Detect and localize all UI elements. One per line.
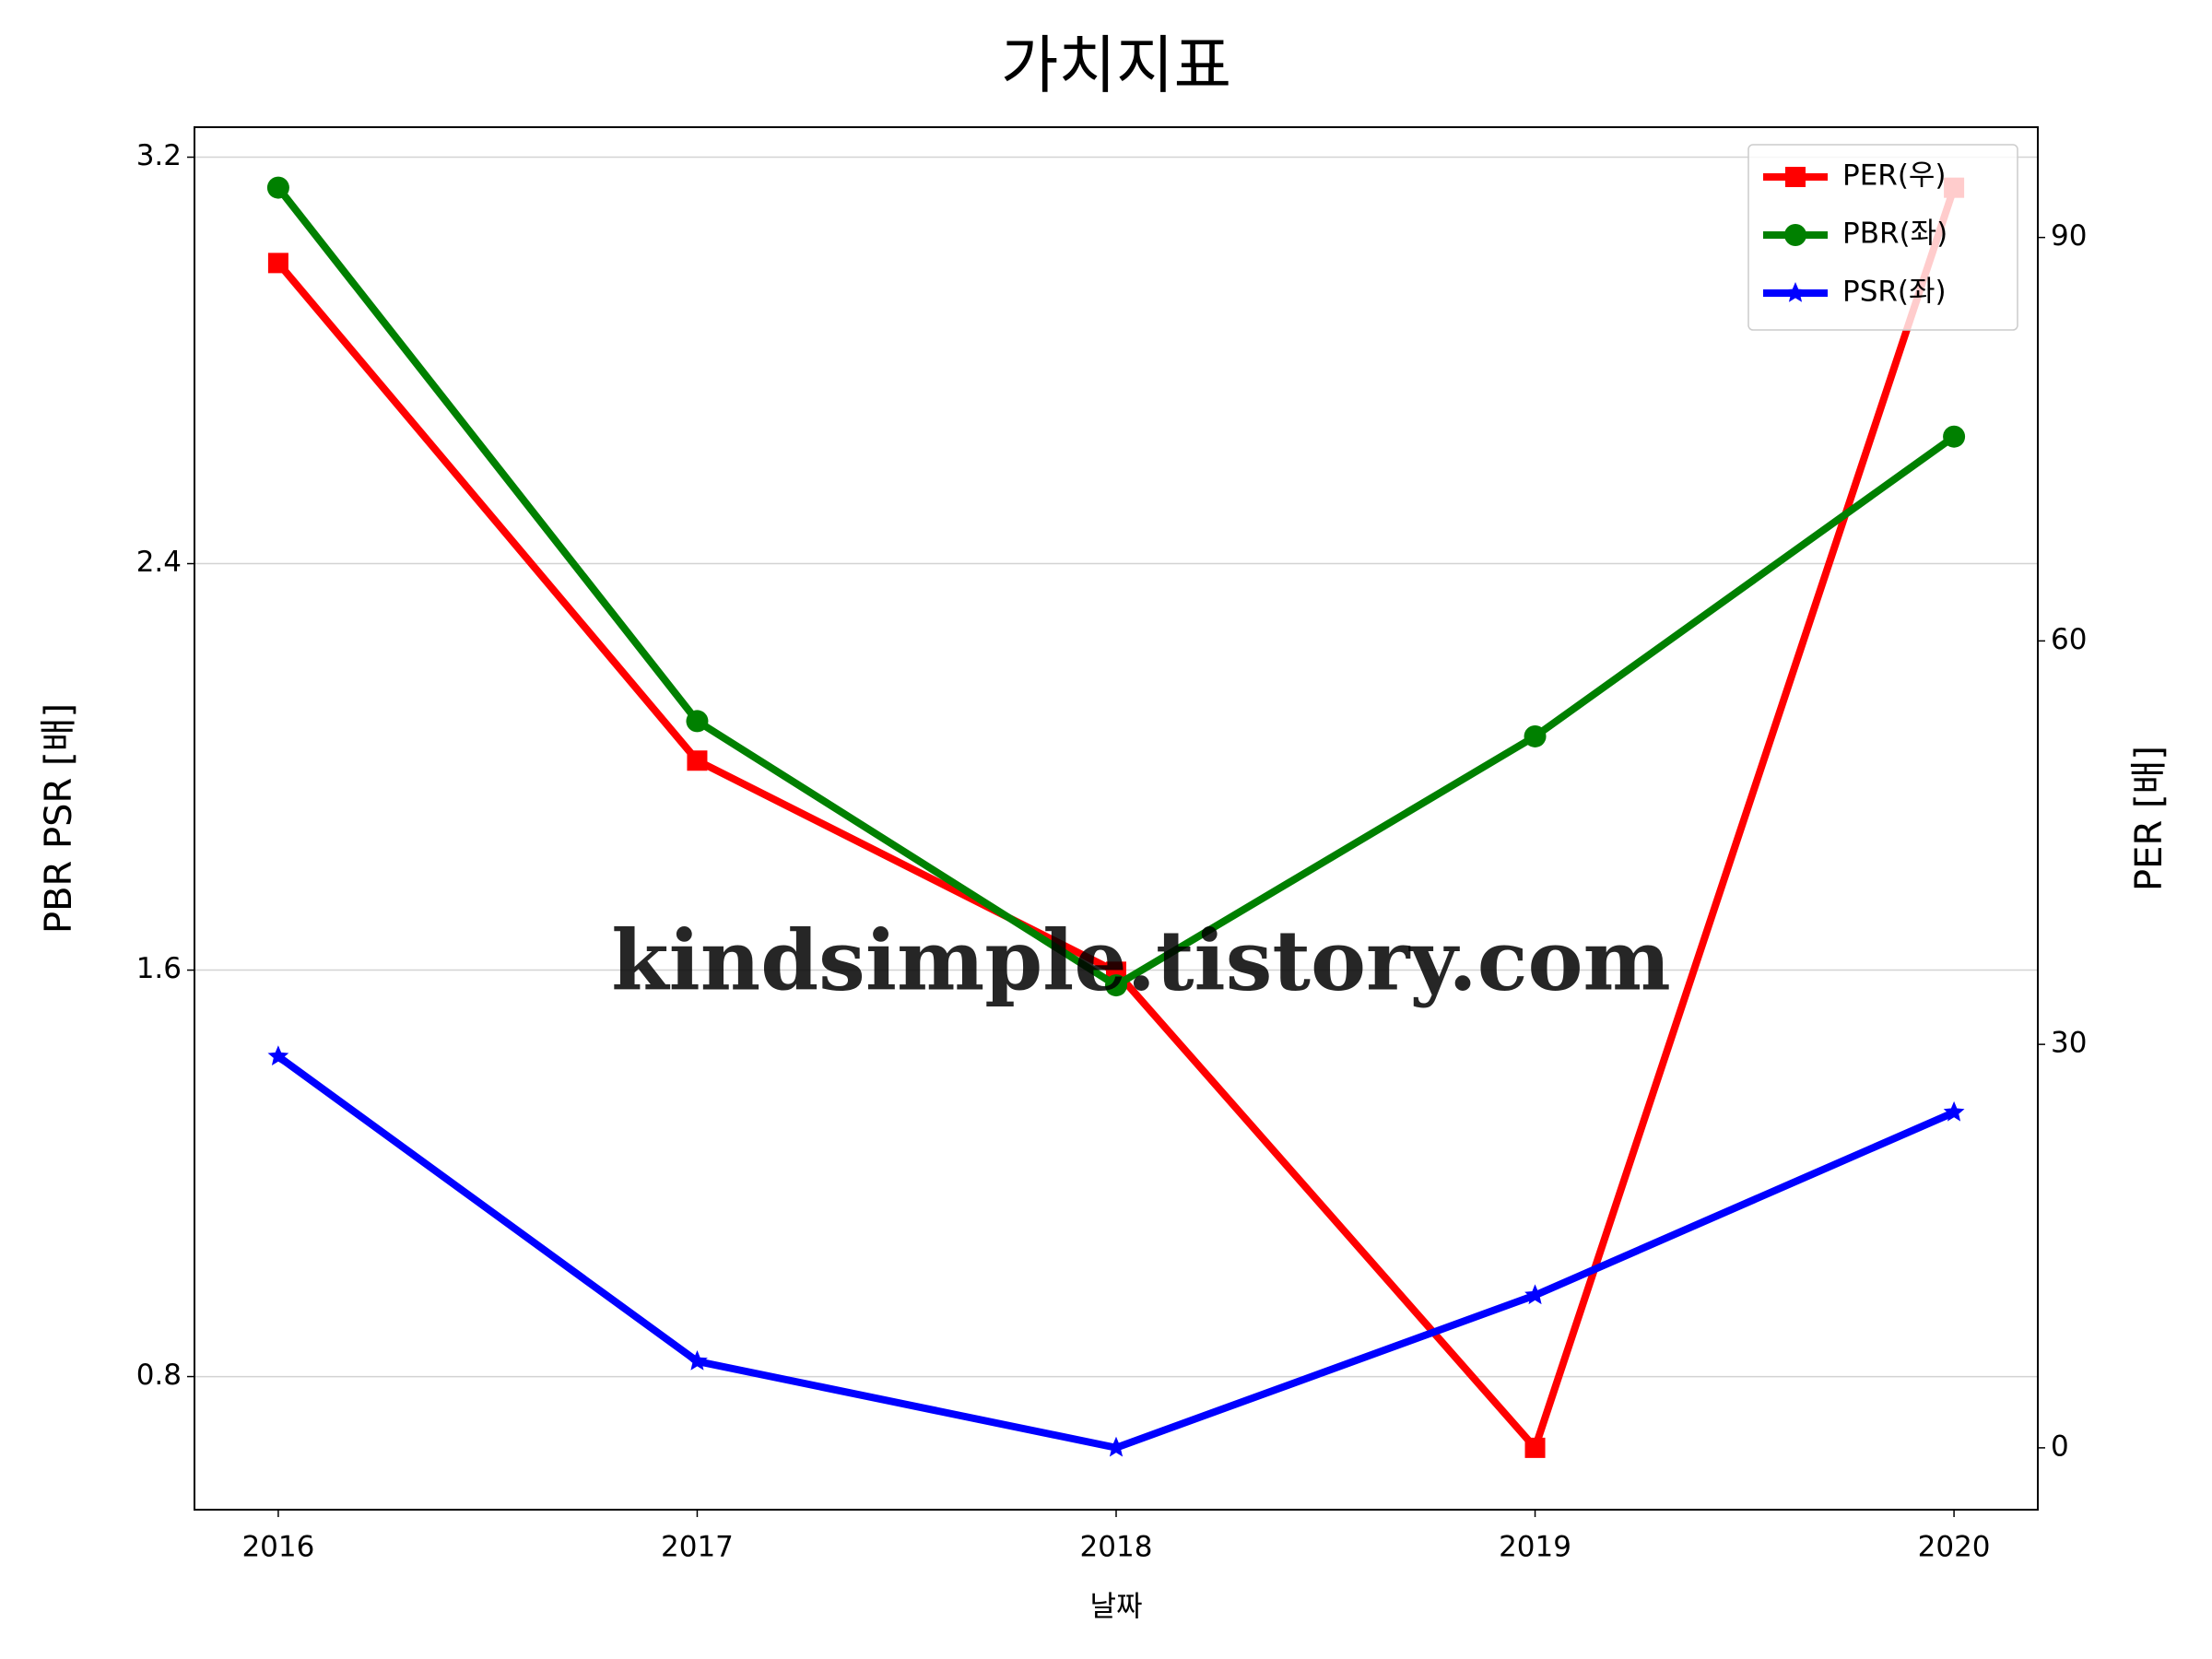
marker (1105, 974, 1127, 997)
y2-tick-label: 30 (2051, 1027, 2087, 1060)
marker (1943, 1100, 1965, 1122)
marker (1524, 724, 1547, 747)
x-tick-label: 2020 (1918, 1531, 1991, 1564)
watermark: kindsimple.tistory.com (611, 912, 1671, 1010)
y2-tick-label: 60 (2051, 623, 2087, 656)
legend-label: PBR(좌) (1842, 218, 1947, 251)
marker (267, 1045, 289, 1065)
y-tick-label: 2.4 (136, 546, 182, 579)
y-axis-label: PBR PSR [배] (38, 703, 80, 934)
legend-marker (1784, 282, 1806, 302)
legend-label: PER(우) (1842, 159, 1947, 193)
marker (266, 176, 289, 199)
legend-box (1747, 144, 2018, 331)
marker (1524, 1284, 1546, 1305)
chart-title: 가치지표 (1001, 30, 1231, 103)
legend-marker (1784, 224, 1806, 246)
marker (687, 1350, 708, 1371)
y-tick-label: 3.2 (136, 139, 182, 172)
x-tick-label: 2017 (661, 1531, 734, 1564)
legend-marker (1785, 167, 1806, 187)
x-tick-label: 2016 (241, 1531, 314, 1564)
marker (1105, 1436, 1127, 1457)
y2-tick-label: 90 (2051, 219, 2087, 253)
marker (1524, 1437, 1546, 1458)
y2-tick-label: 0 (2051, 1430, 2069, 1463)
plot-frame (194, 126, 2039, 1511)
y-tick-label: 0.8 (136, 1359, 182, 1392)
marker (267, 253, 288, 274)
x-axis-label: 날짜 (1089, 1591, 1142, 1624)
legend-label: PSR(좌) (1842, 276, 1947, 309)
y2-axis-label: PER [배] (2128, 746, 2171, 891)
x-tick-label: 2018 (1080, 1531, 1153, 1564)
marker (1943, 425, 1966, 448)
x-tick-label: 2019 (1499, 1531, 1571, 1564)
y-tick-label: 1.6 (136, 952, 182, 985)
marker (686, 710, 709, 733)
marker (687, 750, 708, 771)
